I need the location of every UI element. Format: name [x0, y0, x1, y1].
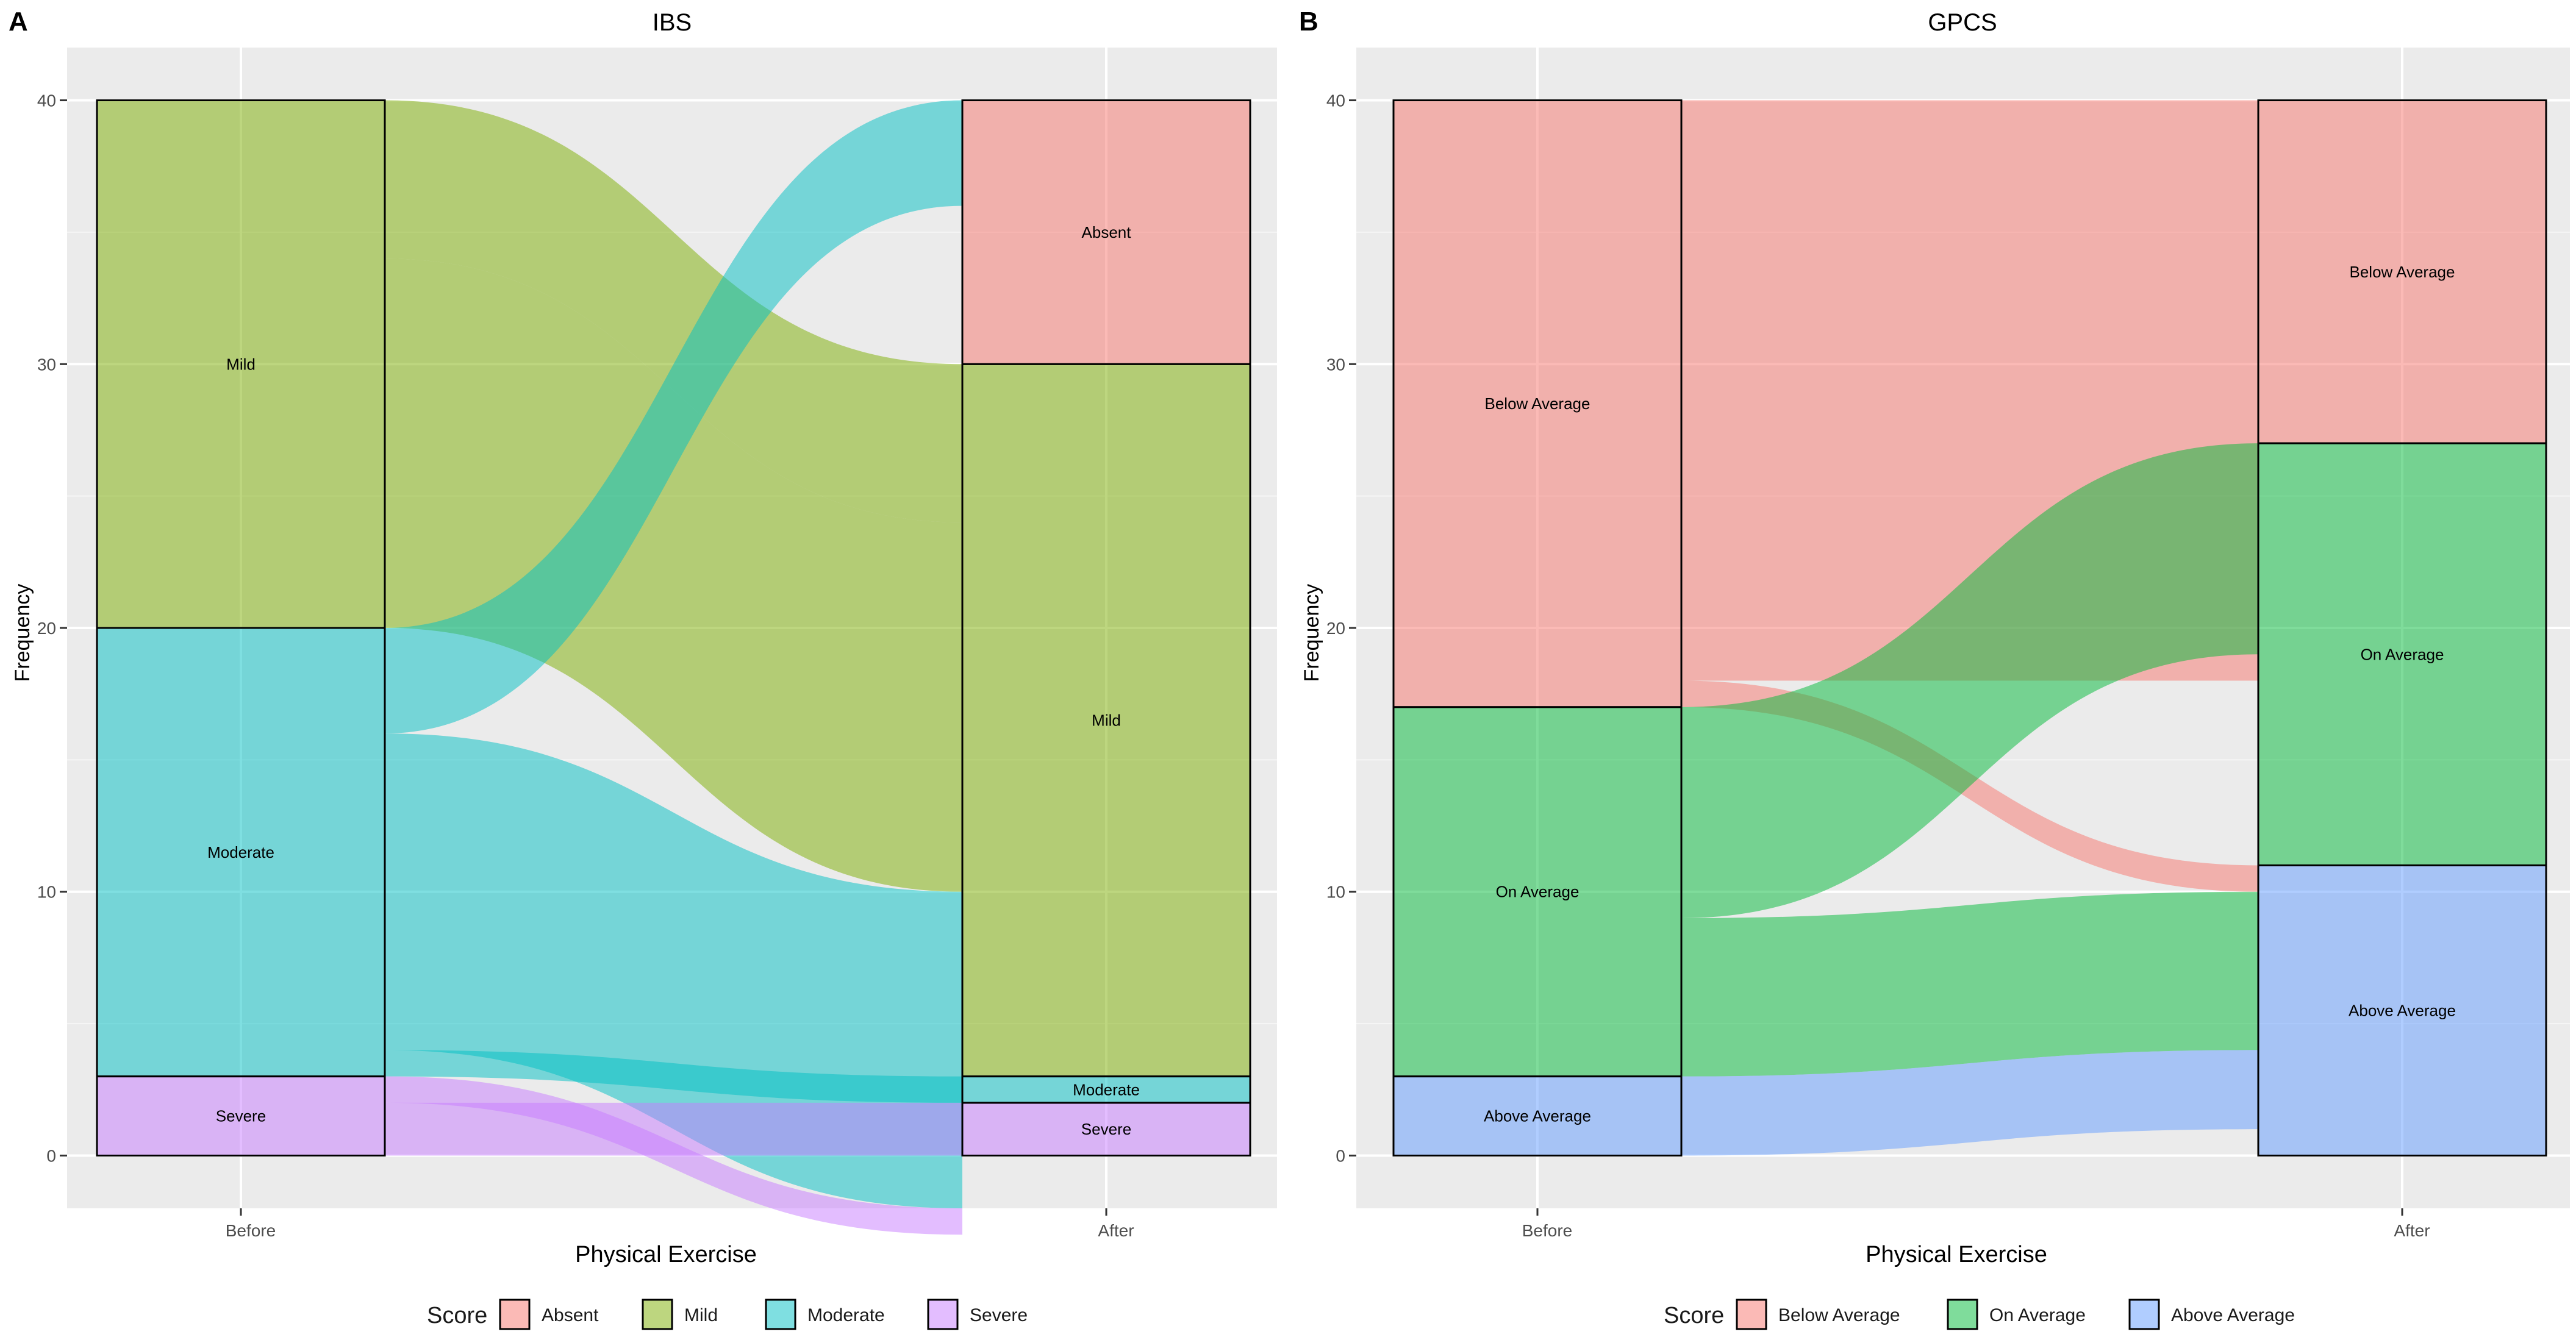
legend: Score Below Average On Average Above Avera… — [1664, 1299, 2295, 1330]
y-tick-label: 30 — [37, 355, 56, 374]
flow-moderate-to-absent — [385, 100, 962, 734]
alluvium-flows — [385, 100, 962, 1235]
legend-item-above-average: Above Average — [2128, 1299, 2295, 1330]
stratum-label: Severe — [1081, 1120, 1131, 1138]
panel-ibs: Mild Moderate Severe Absent Mild Moderate Seve… — [9, 7, 1277, 1330]
x-tick-label-after: After — [1098, 1221, 1134, 1240]
stratum-label: Mild — [1092, 711, 1121, 729]
legend-item-on-average: On Average — [1947, 1299, 2086, 1330]
legend-label: On Average — [1989, 1305, 2086, 1325]
y-tick-label: 10 — [1326, 883, 1345, 902]
stratum-label: Mild — [226, 355, 256, 373]
legend-title: Score — [427, 1303, 487, 1328]
flow-mild-to-mild — [385, 258, 962, 892]
y-tick-label: 40 — [1326, 91, 1345, 110]
legend-swatch — [2128, 1299, 2160, 1330]
y-tick-label: 40 — [37, 91, 56, 110]
stratum-before-above-average — [1392, 1075, 1683, 1156]
y-tick-label: 0 — [46, 1146, 56, 1165]
legend-item-mild: Mild — [642, 1299, 718, 1330]
y-tick-label: 30 — [1326, 355, 1345, 374]
legend-item-severe: Severe — [927, 1299, 1028, 1330]
x-tick-label-before: Before — [1522, 1221, 1573, 1240]
flow-above-average-to-above-average — [1681, 1050, 2258, 1156]
y-axis-title: Frequency — [11, 584, 34, 682]
x-tick-label-before: Before — [226, 1221, 276, 1240]
panel-tag: B — [1299, 7, 1318, 37]
flow-severe-to-severe — [385, 1102, 962, 1156]
legend-label: Severe — [970, 1305, 1028, 1325]
stratum-label: Above Average — [1484, 1107, 1591, 1125]
legend-item-absent: Absent — [499, 1299, 599, 1330]
legend-label: Absent — [542, 1305, 599, 1325]
y-axis: 0 10 20 30 40 — [1326, 91, 1356, 1165]
flow-on-average-to-above-average — [1681, 891, 2258, 1077]
stratum-after-on-average — [2257, 442, 2547, 866]
chart-title: GPCS — [1928, 9, 1997, 36]
legend-swatch — [1947, 1299, 1978, 1330]
legend-item-moderate: Moderate — [765, 1299, 885, 1330]
stratum-label: Moderate — [207, 843, 274, 861]
legend-swatch — [765, 1299, 796, 1330]
strata: Below Average On Average Above Average Belo… — [1392, 99, 2547, 1156]
legend-swatch — [927, 1299, 959, 1330]
stratum-before-moderate — [96, 627, 386, 1078]
y-tick-label: 20 — [1326, 619, 1345, 638]
stratum-label: Moderate — [1073, 1080, 1140, 1099]
stratum-before-severe — [96, 1075, 386, 1156]
legend-item-below-average: Below Average — [1736, 1299, 1900, 1330]
legend-label: Moderate — [807, 1305, 885, 1325]
stratum-label: Below Average — [1485, 394, 1590, 413]
y-tick-label: 0 — [1336, 1146, 1345, 1165]
stratum-after-moderate — [961, 1075, 1251, 1104]
x-axis-title: Physical Exercise — [1866, 1242, 2047, 1267]
stratum-before-mild — [96, 99, 386, 629]
legend-swatch — [499, 1299, 531, 1330]
y-tick-label: 20 — [37, 619, 56, 638]
legend-label: Below Average — [1778, 1305, 1900, 1325]
strata: Mild Moderate Severe Absent Mild Moderate Seve… — [96, 99, 1251, 1156]
legend-swatch — [642, 1299, 673, 1330]
alluvium-flows — [1681, 100, 2258, 1156]
legend: Score Absent Mild Moderate Severe — [427, 1299, 1028, 1330]
panel-tag: A — [9, 7, 28, 37]
x-tick-label-after: After — [2394, 1221, 2430, 1240]
stratum-label: Above Average — [2349, 1001, 2456, 1019]
chart-title: IBS — [653, 9, 692, 36]
flow-on-average-to-on-average — [1681, 443, 2258, 918]
stratum-after-mild — [961, 363, 1251, 1078]
stratum-label: On Average — [2361, 645, 2444, 663]
y-axis-title: Frequency — [1300, 584, 1323, 682]
legend-label: Mild — [684, 1305, 718, 1325]
x-axis: Before After — [1522, 1208, 2430, 1240]
legend-label: Above Average — [2171, 1305, 2295, 1325]
stratum-before-below-average — [1392, 99, 1683, 708]
stratum-label: Below Average — [2350, 263, 2455, 281]
flow-mild-to-mild — [385, 100, 962, 522]
stratum-after-absent — [961, 99, 1251, 365]
x-axis: Before After — [226, 1208, 1134, 1240]
stratum-label: Absent — [1082, 223, 1132, 241]
y-tick-label: 10 — [37, 883, 56, 902]
legend-swatch — [1736, 1299, 1767, 1330]
flow-moderate-to-moderate — [385, 1050, 962, 1103]
stratum-before-on-average — [1392, 706, 1683, 1078]
stratum-after-above-average — [2257, 864, 2547, 1156]
legend-title: Score — [1664, 1303, 1724, 1328]
y-axis: 0 10 20 30 40 — [37, 91, 67, 1165]
stratum-after-severe — [961, 1102, 1251, 1156]
stratum-label: On Average — [1496, 883, 1580, 901]
stratum-label: Severe — [216, 1107, 266, 1125]
x-axis-title: Physical Exercise — [575, 1242, 757, 1267]
panel-gpcs: Below Average On Average Above Average Belo… — [1299, 7, 2570, 1330]
stratum-after-below-average — [2257, 99, 2547, 444]
